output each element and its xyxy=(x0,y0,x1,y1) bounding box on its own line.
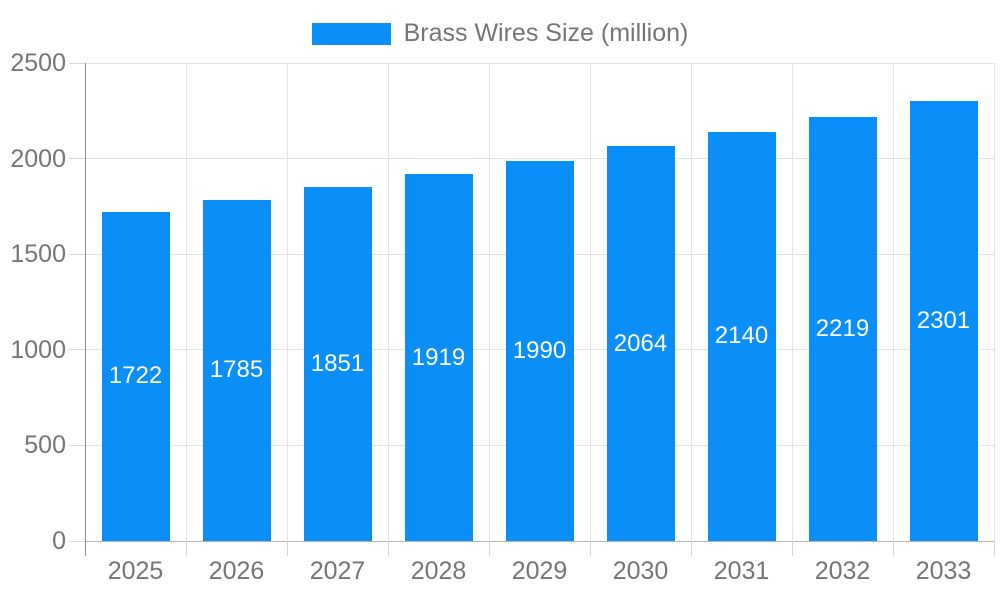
y-axis-tick xyxy=(69,158,85,160)
bar: 1990 xyxy=(505,160,574,541)
x-axis-category-label: 2025 xyxy=(107,557,164,585)
y-axis-tick xyxy=(69,253,85,255)
legend: Brass Wires Size (million) xyxy=(0,19,1000,48)
h-gridline xyxy=(85,158,994,160)
y-axis-line xyxy=(85,63,86,556)
bar-value-label: 2219 xyxy=(815,314,870,342)
y-axis-tick xyxy=(69,349,85,351)
y-axis-tick-label: 1000 xyxy=(10,335,66,364)
y-axis-tick xyxy=(69,62,85,64)
bar: 2140 xyxy=(707,131,776,541)
x-axis-tick xyxy=(791,541,793,556)
x-axis-category-label: 2029 xyxy=(511,557,568,585)
bar-value-label: 1990 xyxy=(512,336,567,364)
x-axis-category-label: 2028 xyxy=(410,557,467,585)
x-axis-baseline xyxy=(85,540,994,542)
y-axis-tick xyxy=(69,444,85,446)
y-axis-tick-label: 1500 xyxy=(10,240,66,269)
legend-label: Brass Wires Size (million) xyxy=(403,19,689,47)
x-axis-category-label: 2030 xyxy=(612,557,669,585)
bar: 1919 xyxy=(404,174,473,541)
bar: 2301 xyxy=(909,101,978,541)
x-axis-tick xyxy=(286,541,288,556)
bar-value-label: 1919 xyxy=(411,343,466,371)
x-axis-category-label: 2027 xyxy=(309,557,366,585)
bar: 1851 xyxy=(303,187,372,541)
bar-value-label: 1722 xyxy=(108,362,163,390)
x-axis-tick xyxy=(690,541,692,556)
x-axis-category-label: 2033 xyxy=(915,557,972,585)
x-axis-tick xyxy=(892,541,894,556)
v-gridline xyxy=(286,63,288,541)
bar-value-label: 2140 xyxy=(714,322,769,350)
y-axis-tick xyxy=(69,540,85,542)
x-axis-category-label: 2031 xyxy=(713,557,770,585)
legend-item[interactable]: Brass Wires Size (million) xyxy=(311,19,689,48)
bar-value-label: 2301 xyxy=(916,307,971,335)
bar: 1785 xyxy=(202,199,271,541)
v-gridline xyxy=(589,63,591,541)
legend-swatch xyxy=(311,22,391,45)
x-axis-tick xyxy=(589,541,591,556)
h-gridline xyxy=(85,62,994,64)
bar: 2219 xyxy=(808,116,877,541)
x-axis-tick xyxy=(185,541,187,556)
v-gridline xyxy=(387,63,389,541)
bar: 2064 xyxy=(606,146,675,541)
plot-area: 1722 1785 1851 1919 1990 2064 2140 2219 2301 xyxy=(85,62,995,542)
x-axis-category-label: 2032 xyxy=(814,557,871,585)
v-gridline xyxy=(892,63,894,541)
bar: 1722 xyxy=(101,211,170,541)
v-gridline xyxy=(993,63,995,541)
v-gridline xyxy=(488,63,490,541)
y-axis-tick-label: 0 xyxy=(52,527,66,555)
y-axis-tick-label: 2500 xyxy=(10,49,66,77)
x-axis-tick xyxy=(387,541,389,556)
bar-value-label: 1785 xyxy=(209,356,264,384)
x-axis-category-label: 2026 xyxy=(208,557,265,585)
v-gridline xyxy=(791,63,793,541)
v-gridline xyxy=(185,63,187,541)
v-gridline xyxy=(690,63,692,541)
x-axis-tick xyxy=(488,541,490,556)
y-axis-tick-label: 2000 xyxy=(10,144,66,173)
bar-value-label: 2064 xyxy=(613,329,668,357)
y-axis-tick-label: 500 xyxy=(24,431,66,460)
x-axis-tick xyxy=(993,541,995,556)
bar-value-label: 1851 xyxy=(310,350,365,378)
